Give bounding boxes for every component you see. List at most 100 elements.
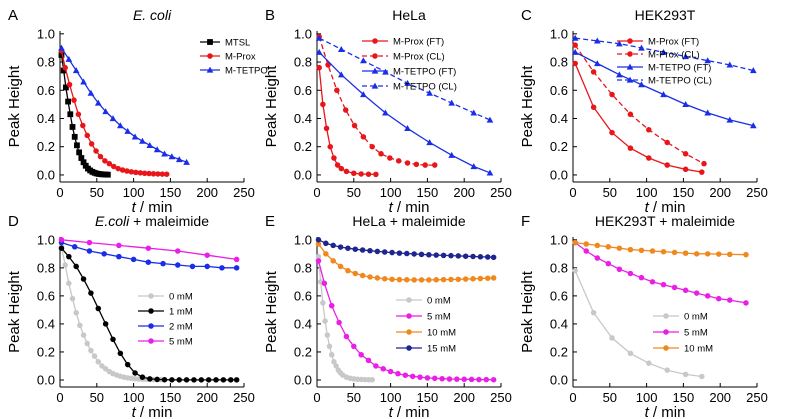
panel-b-data-point: [404, 125, 411, 132]
panel-c: C HEK293T 0 50 100 150 200 250 0.0 0.2 0.4 0.6 0.8 1.…: [519, 7, 768, 216]
panel-d-legend: 0 mM 1 mM 2 mM 5 mM: [138, 292, 193, 348]
panel-d-x-tick-label: 150: [160, 390, 182, 405]
panel-e-data-point: [315, 237, 322, 243]
panel-a-data-point: [78, 155, 85, 161]
panel-e-data-point: [315, 258, 322, 264]
panel-e-data-point: [395, 370, 401, 377]
panel-f-x-tick-label: 0: [569, 390, 576, 405]
panel-d-y-tick-label: 0.8: [37, 260, 55, 275]
panel-f-data-point: [660, 281, 667, 288]
panel-b-data-point: [323, 125, 330, 132]
panel-a-data-point: [94, 99, 102, 106]
panel-c-data-point: [646, 127, 652, 133]
panel-b-data-point: [486, 116, 494, 123]
panel-e-legend-label: 10 mM: [427, 328, 456, 339]
panel-b-data-point: [413, 161, 420, 168]
panel-f-data-point: [660, 248, 667, 255]
panel-d-data-point: [73, 309, 79, 316]
panel-b-series-line: [318, 67, 376, 176]
panel-d-data-point: [204, 252, 210, 258]
panel-b-data-point: [369, 143, 375, 150]
panel-d-data-point: [130, 256, 137, 263]
panel-c-data-point: [704, 57, 712, 64]
panel-c-data-point: [593, 37, 601, 44]
panel-e-data-point: [404, 250, 410, 257]
panel-f-series-line: [574, 270, 702, 378]
panel-f-data-point: [743, 251, 749, 258]
panel-b-legend-marker: [372, 53, 378, 59]
panel-a-data-point: [139, 137, 146, 144]
panel-e-data-point: [477, 275, 484, 282]
panel-a-data-point: [137, 170, 143, 176]
panel-e-legend-marker: [406, 329, 412, 335]
panel-e-data-point: [365, 357, 372, 364]
panel-f-data-point: [664, 367, 670, 373]
panel-e-data-point: [315, 241, 322, 247]
panel-b-legend-label: M-TETPO (FT): [393, 67, 456, 78]
panel-c-data-point: [627, 145, 634, 151]
panel-d-legend-label: 0 mM: [169, 292, 193, 303]
panel-e-data-point: [336, 319, 342, 326]
panel-e-data-point: [315, 253, 322, 260]
panel-f-data-point: [693, 251, 700, 257]
panel-f-data-point: [743, 300, 749, 306]
panel-e-data-point: [418, 277, 425, 283]
panel-b-data-point: [358, 171, 364, 177]
panel-c-data-point: [664, 162, 670, 168]
panel-a-data-point: [76, 149, 83, 156]
panel-c-data-point: [701, 160, 707, 167]
panel-d-data-point: [95, 305, 102, 312]
panel-c-data-point: [660, 48, 667, 55]
panel-f-data-point: [704, 293, 711, 299]
panel-b: B HeLa 0 50 100 150 200 250 0.0 0.2 0.4 0.6 0.8 1.0 t …: [263, 7, 512, 216]
panel-b-x-tick-label: 250: [490, 185, 512, 200]
panel-a-data-point: [74, 142, 80, 149]
panel-e-data-point: [343, 333, 350, 340]
panel-d-x-axis-label: t / min: [132, 404, 173, 419]
panel-d-data-point: [124, 361, 131, 368]
panel-f-data-point: [671, 249, 678, 256]
panel-b-data-point: [378, 151, 384, 157]
panel-a-data-point: [87, 89, 95, 96]
panel-e-data-point: [470, 253, 476, 260]
panel-e-data-point: [409, 373, 416, 380]
panel-b-y-axis-label: Peak Height: [263, 65, 280, 148]
panel-b-data-point: [360, 91, 367, 98]
panel-b-series-2: [315, 48, 494, 176]
panel-d-x-tick-label: 50: [90, 390, 104, 405]
panel-c-data-point: [682, 53, 689, 60]
panel-b-x-tick-label: 200: [453, 185, 475, 200]
panel-d: D E.coli + maleimide 0 50 100 150 200 250 0.0 0.2…: [6, 213, 255, 419]
panel-b-data-point: [486, 169, 494, 176]
panel-e-y-tick-label: 0.8: [294, 260, 312, 275]
panel-a-data-point: [128, 169, 135, 175]
panel-b-data-point: [365, 171, 372, 177]
panel-d-data-point: [145, 245, 152, 251]
panel-e-data-point: [404, 277, 410, 283]
panel-c-y-tick-label: 0.0: [550, 167, 568, 182]
panel-a-data-point: [58, 44, 65, 51]
panel-e-data-point: [455, 276, 462, 283]
panel-e-data-point: [328, 352, 335, 358]
panel-d-data-point: [213, 377, 219, 383]
panel-d-legend-marker: [148, 338, 154, 344]
panel-a-series-0: [58, 52, 111, 178]
panel-f-series-line: [574, 242, 747, 304]
panel-d-data-point: [132, 370, 138, 376]
panel-b-data-point: [316, 64, 322, 71]
panel-b-series-3: [315, 34, 494, 123]
panel-e-y-tick-label: 0.2: [294, 344, 312, 359]
panel-d-legend-marker: [148, 308, 154, 314]
panel-a-data-point: [67, 111, 74, 118]
panel-c-title: HEK293T: [635, 7, 696, 23]
panel-b-y-tick-label: 0.2: [294, 139, 312, 154]
panel-a-data-point: [124, 168, 130, 174]
panel-c-x-tick-label: 150: [673, 185, 695, 200]
panel-f-data-point: [627, 350, 634, 357]
panel-e-legend-marker: [406, 297, 412, 303]
panel-a-data-point: [102, 108, 109, 115]
panel-c-series-2: [571, 48, 757, 129]
panel-e-data-point: [483, 376, 490, 383]
panel-c-data-point: [682, 101, 689, 108]
